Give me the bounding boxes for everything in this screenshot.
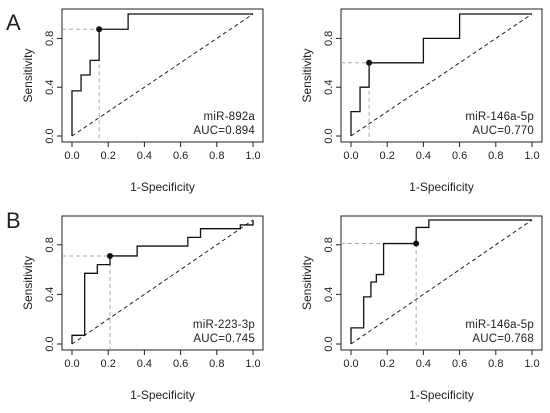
x-tick-label: 0.6 bbox=[452, 358, 467, 370]
y-axis-label: Sensitivity bbox=[300, 48, 314, 102]
y-tick-label: 0.8 bbox=[323, 31, 335, 46]
y-tick-label: 0.4 bbox=[323, 287, 335, 302]
x-tick-label: 0.4 bbox=[137, 358, 152, 370]
plot-frame bbox=[61, 215, 264, 351]
mirna-label: miR-146a-5p bbox=[465, 111, 534, 123]
panel-label-a: A bbox=[6, 10, 21, 35]
x-axis-label: 1-Specificity bbox=[409, 388, 474, 402]
x-tick-label: 0.0 bbox=[343, 150, 358, 162]
roc-panel-3: 0.0 0.2 0.4 0.6 0.8 1.0 0.0 0.4 0.8 1-Specificity… bbox=[21, 215, 264, 402]
x-axis-label: 1-Specificity bbox=[409, 180, 474, 194]
y-tick-label: 0.0 bbox=[44, 336, 56, 351]
y-axis-label: Sensitivity bbox=[21, 48, 35, 102]
x-tick-label: 0.4 bbox=[416, 150, 431, 162]
y-tick-label: 0.4 bbox=[44, 80, 56, 95]
reference-diagonal bbox=[350, 219, 533, 345]
x-axis-label: 1-Specificity bbox=[130, 388, 195, 402]
x-tick-label: 0.6 bbox=[452, 150, 467, 162]
x-tick-label: 0.6 bbox=[173, 150, 188, 162]
x-tick-label: 0.8 bbox=[209, 150, 224, 162]
plot-frame bbox=[340, 8, 543, 143]
plot-frame bbox=[340, 215, 543, 351]
auc-label: AUC=0.770 bbox=[472, 125, 534, 137]
x-tick-label: 0.0 bbox=[343, 358, 358, 370]
x-tick-label: 0.0 bbox=[64, 150, 79, 162]
x-tick-label: 0.4 bbox=[137, 150, 152, 162]
x-tick-label: 0.2 bbox=[380, 358, 395, 370]
x-tick-label: 0.8 bbox=[488, 150, 503, 162]
y-tick-label: 0.8 bbox=[323, 237, 335, 252]
x-tick-label: 1.0 bbox=[245, 358, 260, 370]
y-tick-label: 0.4 bbox=[323, 80, 335, 95]
x-tick-label: 1.0 bbox=[524, 150, 539, 162]
x-tick-label: 0.0 bbox=[64, 358, 79, 370]
panel-label-b: B bbox=[6, 208, 21, 233]
x-axis-label: 1-Specificity bbox=[130, 180, 195, 194]
y-tick-label: 0.0 bbox=[323, 128, 335, 143]
x-tick-label: 0.8 bbox=[209, 358, 224, 370]
x-tick-label: 0.4 bbox=[416, 358, 431, 370]
x-tick-label: 0.6 bbox=[173, 358, 188, 370]
roc-curve bbox=[71, 13, 253, 136]
cutoff-point bbox=[366, 59, 373, 66]
cutoff-point bbox=[96, 26, 103, 33]
roc-curve bbox=[71, 220, 254, 344]
mirna-label: miR-146a-5p bbox=[465, 319, 534, 331]
cutoff-point bbox=[413, 240, 420, 247]
auc-label: AUC=0.894 bbox=[193, 125, 255, 137]
roc-curve bbox=[350, 219, 532, 344]
reference-diagonal bbox=[71, 13, 254, 137]
x-tick-label: 0.2 bbox=[101, 150, 116, 162]
x-tick-label: 0.2 bbox=[101, 358, 116, 370]
x-tick-label: 0.8 bbox=[488, 358, 503, 370]
roc-panel-1: 0.0 0.2 0.4 0.6 0.8 1.0 0.0 0.4 0.8 1-Specificity… bbox=[21, 8, 264, 194]
y-axis-label: Sensitivity bbox=[21, 256, 35, 310]
cutoff-point bbox=[107, 252, 114, 259]
mirna-label: miR-223-3p bbox=[193, 319, 255, 331]
y-tick-label: 0.0 bbox=[323, 336, 335, 351]
mirna-label: miR-892a bbox=[204, 111, 256, 123]
y-tick-label: 0.8 bbox=[44, 31, 56, 46]
y-tick-label: 0.8 bbox=[44, 237, 56, 252]
auc-label: AUC=0.745 bbox=[193, 333, 255, 345]
y-tick-label: 0.0 bbox=[44, 128, 56, 143]
x-tick-label: 1.0 bbox=[245, 150, 260, 162]
plot-frame bbox=[61, 8, 264, 143]
roc-panel-4: 0.0 0.2 0.4 0.6 0.8 1.0 0.0 0.4 0.8 1-Specificity… bbox=[300, 215, 543, 402]
x-tick-label: 0.2 bbox=[380, 150, 395, 162]
x-tick-label: 1.0 bbox=[524, 358, 539, 370]
roc-panel-2: 0.0 0.2 0.4 0.6 0.8 1.0 0.0 0.4 0.8 1-Specificity… bbox=[300, 8, 543, 194]
y-tick-label: 0.4 bbox=[44, 287, 56, 302]
y-axis-label: Sensitivity bbox=[300, 256, 314, 310]
reference-diagonal bbox=[71, 219, 254, 345]
auc-label: AUC=0.768 bbox=[472, 333, 534, 345]
reference-diagonal bbox=[350, 13, 533, 137]
